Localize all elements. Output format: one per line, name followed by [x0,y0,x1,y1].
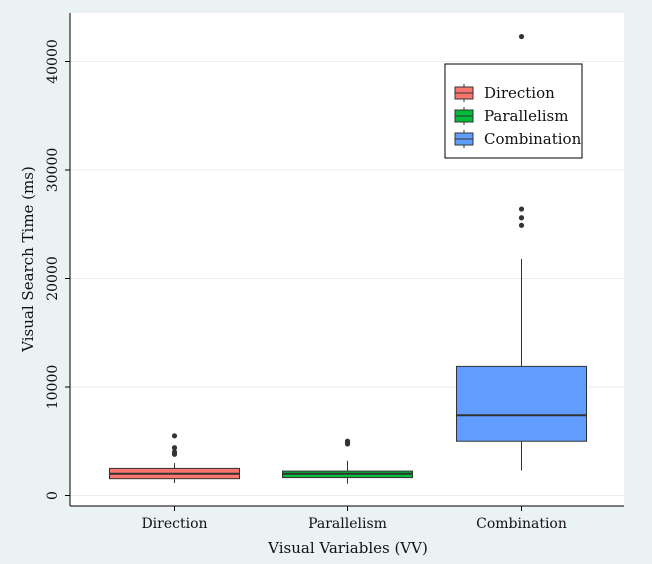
legend: Direction Parallelism Combination [444,63,583,159]
y-axis-title: Visual Search Time (ms) [19,166,37,353]
y-tick-label-30000: 30000 [45,148,61,193]
outlier-combination-0 [518,222,525,228]
y-axis-ticks: 0 10000 20000 30000 40000 [45,39,70,500]
outlier-direction-1 [171,449,178,455]
outlier-direction-2 [171,445,178,451]
x-tick-label-combination: Combination [476,516,567,532]
legend-label-parallelism: Parallelism [484,107,568,125]
box-combination [456,33,587,471]
iqr-box-combination [456,365,587,442]
outlier-combination-3 [518,33,525,40]
y-tick-label-10000: 10000 [45,365,61,410]
y-tick-label-20000: 20000 [45,256,61,301]
outlier-parallelism-2 [344,438,351,444]
y-tick-label-0: 0 [45,491,61,500]
x-tick-label-direction: Direction [141,516,207,532]
x-axis-ticks: Direction Parallelism Combination [141,506,567,532]
outlier-combination-1 [518,215,525,221]
box-direction [109,433,240,484]
y-tick-label-40000: 40000 [45,39,61,84]
outlier-combination-2 [518,206,525,212]
x-tick-label-parallelism: Parallelism [308,516,387,532]
x-axis-title: Visual Variables (VV) [267,539,428,557]
gridlines [70,61,624,496]
legend-label-direction: Direction [484,84,555,102]
outlier-direction-3 [171,433,178,439]
boxes-layer [109,33,587,484]
legend-label-combination: Combination [484,130,582,148]
box-parallelism [282,438,413,484]
